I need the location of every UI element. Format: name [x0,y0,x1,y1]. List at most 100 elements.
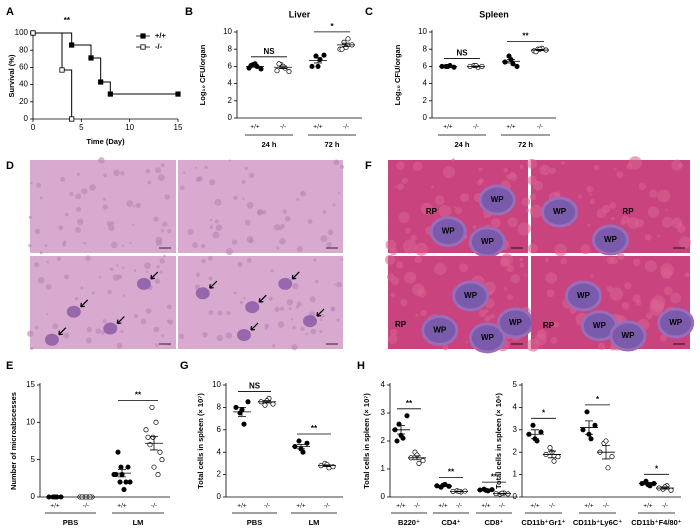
texture [86,327,93,333]
panel-letter: E [6,360,13,372]
texture [200,243,206,249]
texture [506,294,513,301]
y-tick-label: 4 [217,447,222,456]
texture [155,167,162,174]
significance-label: * [542,408,546,417]
region-label: WP [433,326,447,335]
error-bar [585,420,593,435]
texture [135,202,141,209]
texture [340,258,344,261]
marker [98,79,104,85]
x-tick-label: -/- [456,503,462,510]
texture [102,319,107,324]
arrow [291,271,300,280]
texture [602,204,611,213]
region-label: WP [669,318,683,327]
texture [472,225,477,230]
data-point [420,458,426,464]
white-pulp [609,320,647,352]
texture [95,328,102,334]
texture [28,215,32,219]
group-label: CD11b⁺F4/80⁺ [631,518,681,527]
data-point [404,413,410,419]
texture [268,296,273,301]
texture [451,158,455,162]
texture [478,167,483,172]
panel-letter: A [6,6,14,18]
texture [644,260,657,273]
x-tick-label: -/- [549,503,555,510]
texture [69,191,74,196]
data-point [115,449,121,455]
region-label: WP [464,291,478,300]
data-point [241,421,247,427]
x-tick-label: -/- [499,503,505,510]
texture [307,219,313,224]
legend-label: -/- [155,42,163,51]
texture [58,225,64,231]
panel-letter: C [365,6,373,18]
y-tick-label: 0 [217,492,222,501]
region-label: WP [491,195,505,204]
texture [80,286,84,290]
y-tick-label: 20 [19,97,28,106]
texture [589,198,595,205]
y-axis-label: Survival (%) [7,54,16,97]
x-tick-label: -/- [264,503,270,510]
x-tick-label: +/+ [117,503,127,510]
texture [159,258,165,264]
region-label: WP [577,291,591,300]
texture [477,180,483,186]
y-tick-label: 1 [513,470,518,479]
region-label: WP [481,333,495,342]
texture [503,287,508,291]
texture [159,270,163,274]
texture [319,318,323,321]
data-point [145,434,151,440]
y-tick-label: 8 [217,403,222,412]
data-point [309,63,315,69]
texture [44,244,48,247]
error-bar [279,65,287,69]
texture [76,206,82,212]
texture [195,177,201,183]
texture [76,172,81,176]
texture [396,261,404,269]
error-bar [150,436,158,451]
data-point [514,63,520,69]
texture [665,208,668,212]
texture [27,330,34,337]
texture [609,287,623,301]
texture [402,239,417,254]
y-tick-label: 8 [423,44,428,53]
texture [333,283,336,286]
y-tick-label: 2 [381,436,386,445]
panel-letter: D [6,160,14,172]
y-tick-label: 15 [26,380,35,389]
significance-label: ** [64,16,71,25]
region-label: RP [622,207,634,216]
x-tick-label: 10 [125,123,134,132]
texture [384,254,396,265]
texture [339,164,345,170]
texture [300,190,306,197]
significance-label: ** [522,31,529,40]
texture [465,341,469,344]
error-bar [238,407,246,417]
texture [586,185,594,193]
texture [577,194,583,199]
y-tick-label: 100 [15,28,29,37]
texture [337,192,341,195]
texture [231,239,238,245]
texture [545,272,558,284]
texture [478,309,486,317]
error-bar [498,492,506,495]
arrow [150,271,159,280]
data-point [547,445,553,451]
texture [121,244,125,247]
texture [146,270,149,274]
y-axis-label: Log₁₀ CFU/organ [198,44,207,105]
arrow [80,299,89,308]
texture [319,330,323,334]
